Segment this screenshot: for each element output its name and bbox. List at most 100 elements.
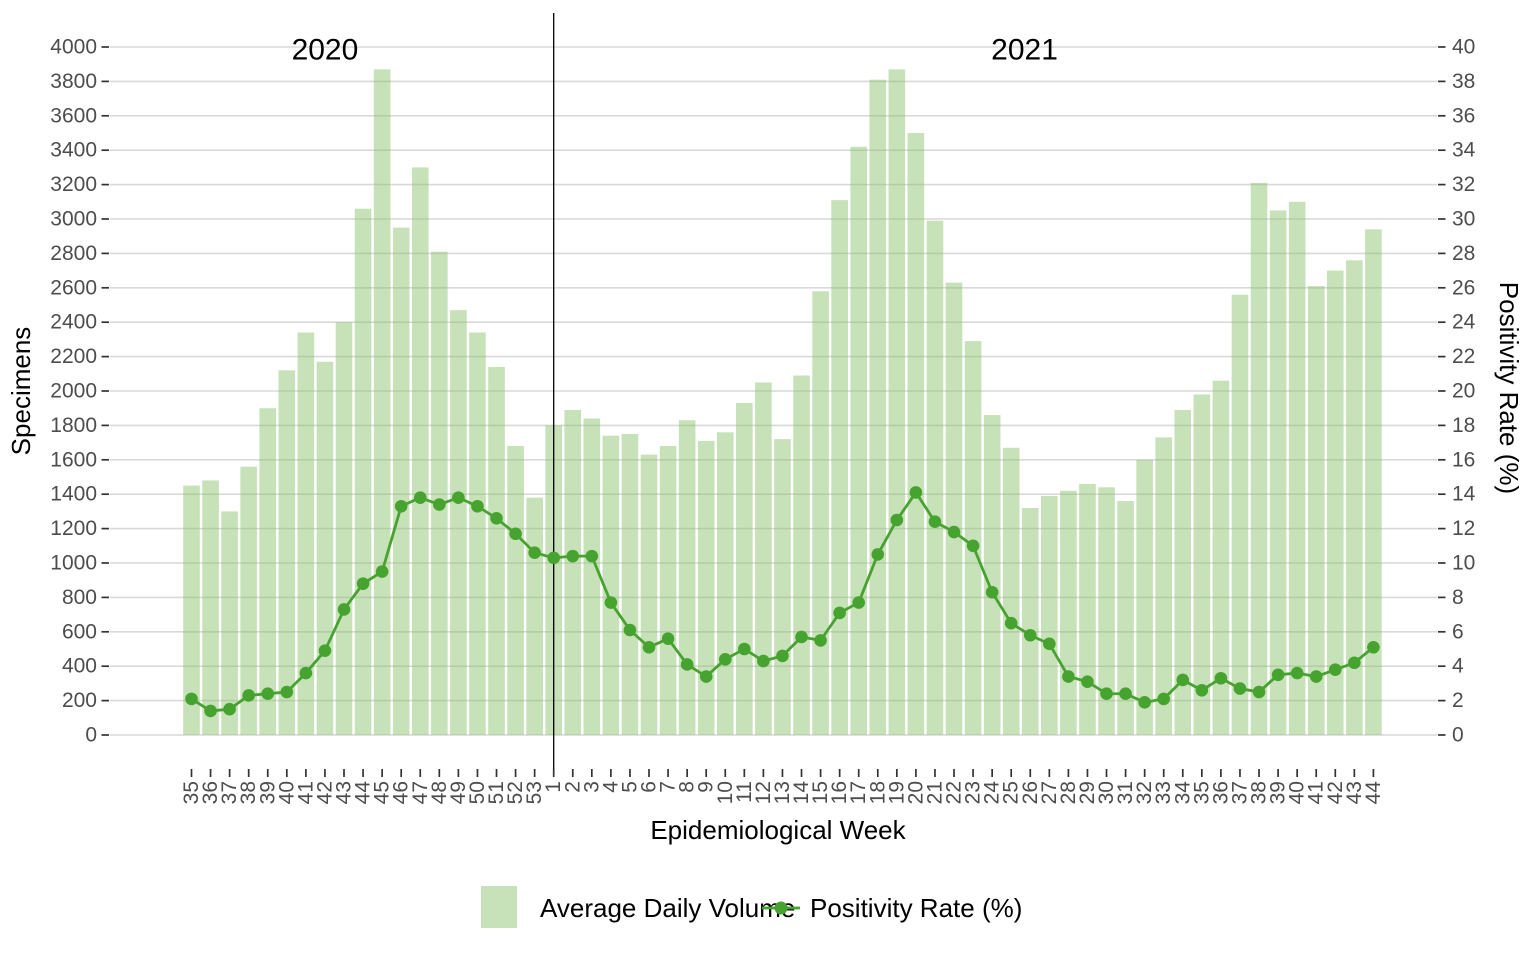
positivity-line-series <box>185 486 1380 718</box>
volume-bar <box>1174 409 1192 735</box>
positivity-point <box>947 525 961 539</box>
legend-label-positivity: Positivity Rate (%) <box>810 893 1022 923</box>
positivity-point <box>642 640 656 654</box>
positivity-point <box>1119 687 1132 701</box>
y-right-tick-label: 16 <box>1452 448 1475 471</box>
x-tick-label: 40 <box>275 781 298 804</box>
x-tick-label: 39 <box>1267 781 1290 804</box>
positivity-point <box>1367 640 1380 654</box>
positivity-point <box>1271 668 1285 682</box>
volume-bar <box>602 435 620 735</box>
x-tick-label: 12 <box>752 781 775 804</box>
positivity-point <box>1043 637 1056 651</box>
x-tick-label: 26 <box>1019 781 1042 804</box>
volume-bar <box>850 146 868 735</box>
positivity-point <box>661 632 675 645</box>
x-tick-label: 1 <box>542 781 565 793</box>
volume-bar <box>183 485 200 735</box>
volume-bar <box>621 434 639 735</box>
volume-bar <box>907 133 925 735</box>
y-left-tick-label: 1400 <box>50 483 97 506</box>
positivity-point <box>833 606 846 620</box>
x-tick-label: 3 <box>580 781 603 793</box>
positivity-point <box>757 654 770 668</box>
positivity-point <box>413 491 427 504</box>
volume-bar <box>583 418 601 735</box>
y-left-tick-label: 2200 <box>50 345 97 368</box>
volume-bar <box>1136 459 1153 735</box>
x-tick-label: 48 <box>428 781 451 804</box>
volume-bar <box>297 332 315 735</box>
positivity-point <box>909 486 923 499</box>
positivity-point <box>280 685 294 699</box>
x-tick-label: 38 <box>1248 781 1271 804</box>
x-tick-label: 34 <box>1171 781 1194 805</box>
positivity-point <box>547 551 560 565</box>
positivity-point <box>242 689 255 702</box>
volume-bar <box>1079 483 1096 735</box>
positivity-point <box>337 603 351 616</box>
y-left-tick-label: 4000 <box>50 36 97 59</box>
y-left-tick-label: 2800 <box>50 242 97 265</box>
volume-bar <box>469 332 486 735</box>
positivity-point <box>375 565 389 578</box>
volume-bar <box>278 370 296 735</box>
volume-bar <box>678 420 696 735</box>
positivity-point <box>261 687 275 701</box>
positivity-point <box>1214 671 1228 685</box>
volume-bar <box>1365 229 1382 735</box>
x-tick-label: 43 <box>1343 781 1366 804</box>
x-tick-label: 18 <box>866 781 889 804</box>
y-right-tick-label: 22 <box>1452 345 1475 368</box>
y-right-tick-label: 12 <box>1452 517 1475 540</box>
positivity-point <box>852 596 866 609</box>
positivity-point <box>204 704 217 718</box>
positivity-point <box>471 499 484 513</box>
volume-bar <box>259 408 277 735</box>
volume-bar <box>755 382 772 735</box>
y-left-tick-label: 1200 <box>50 517 97 540</box>
x-tick-label: 11 <box>733 781 756 803</box>
x-tick-label: 47 <box>409 781 432 804</box>
volume-bar <box>640 454 658 735</box>
volume-bar <box>240 466 257 735</box>
x-tick-label: 52 <box>504 781 527 804</box>
positivity-point <box>490 511 503 525</box>
positivity-point <box>1004 616 1018 630</box>
volume-bar <box>1117 501 1134 735</box>
volume-bar <box>812 291 829 735</box>
x-tick-label: 7 <box>657 781 680 793</box>
positivity-point <box>1023 628 1037 642</box>
positivity-point <box>795 630 808 644</box>
y-right-tick-label: 40 <box>1452 36 1475 59</box>
x-tick-label: 44 <box>1362 781 1385 805</box>
x-tick-label: 33 <box>1152 781 1175 804</box>
y-right-tick-label: 24 <box>1452 311 1476 334</box>
positivity-point <box>1081 675 1094 688</box>
positivity-point <box>1062 670 1075 683</box>
x-tick-label: 6 <box>638 781 661 793</box>
y-right-tick-label: 18 <box>1452 414 1475 437</box>
volume-bar <box>431 251 448 735</box>
volume-bar <box>888 69 906 736</box>
x-tick-label: 14 <box>790 781 813 805</box>
volume-bar <box>697 440 715 735</box>
y-right-tick-label: 14 <box>1452 483 1476 506</box>
x-tick-label: 17 <box>847 781 870 804</box>
volume-bar <box>1250 182 1268 735</box>
volume-bar <box>1041 495 1058 735</box>
y-right-tick-label: 28 <box>1452 242 1475 265</box>
x-tick-label: 49 <box>447 781 470 804</box>
positivity-point <box>604 596 618 609</box>
y-left-tick-label: 3800 <box>50 70 97 93</box>
volume-bar <box>1155 437 1173 735</box>
year-label-2021: 2021 <box>991 34 1058 67</box>
x-tick-label: 24 <box>981 781 1004 805</box>
volume-bar <box>1193 394 1211 735</box>
y-left-tick-label: 2600 <box>50 276 97 299</box>
y-right-tick-label: 32 <box>1452 173 1475 196</box>
x-tick-label: 29 <box>1076 781 1099 804</box>
positivity-point <box>185 692 198 706</box>
y-left-tick-label: 600 <box>62 620 97 643</box>
